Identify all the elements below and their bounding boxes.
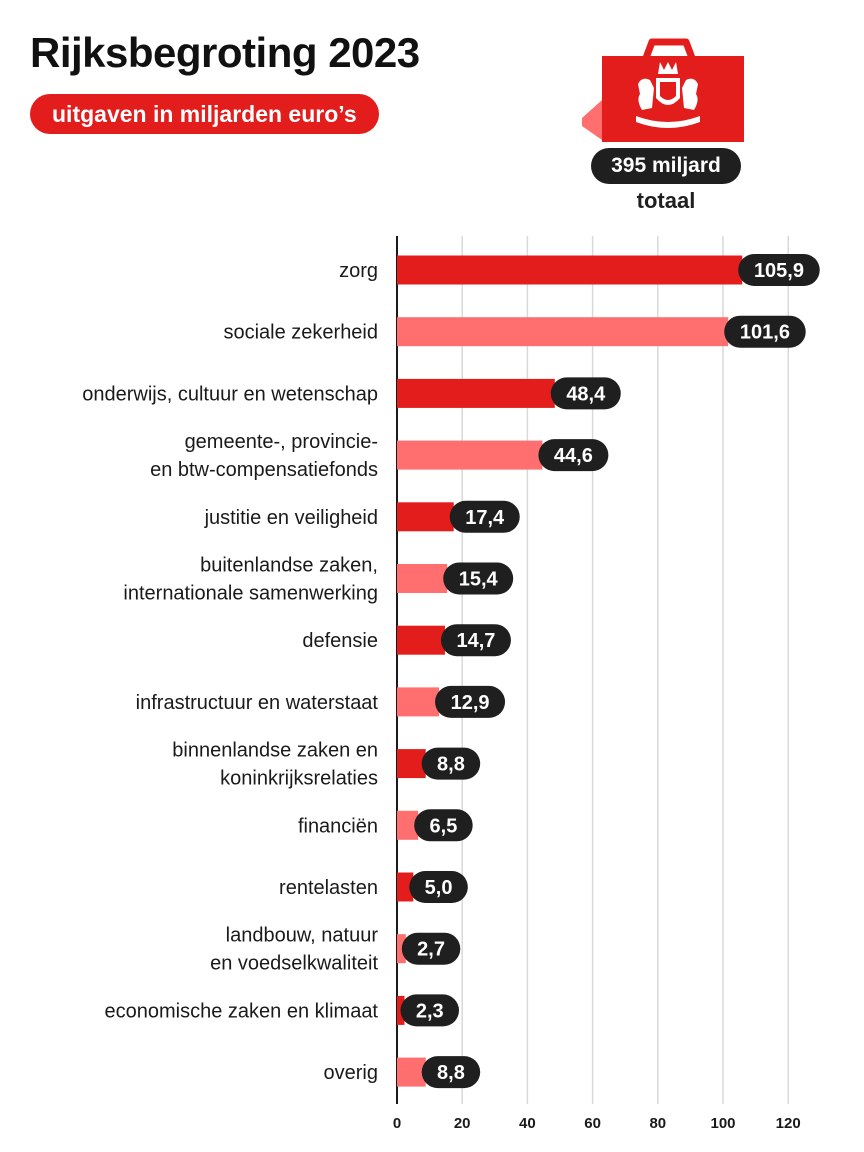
value-pill: [550, 377, 621, 410]
category-label: sociale zekerheid: [223, 322, 378, 344]
data-label: 2,7: [417, 939, 445, 961]
category-label: internationale samenwerking: [123, 583, 378, 605]
value-pill: [409, 871, 468, 903]
value-pill: [421, 1056, 481, 1089]
bar: [397, 378, 555, 408]
category-label: buitenlandse zaken,: [200, 555, 378, 577]
bar: [397, 934, 406, 964]
total-badge: 395 miljard totaal: [580, 36, 752, 216]
category-label: en voedselkwaliteit: [210, 953, 378, 975]
data-label: 8,8: [437, 754, 465, 776]
bar: [397, 502, 454, 532]
category-label: defensie: [302, 630, 378, 652]
data-label: 14,7: [456, 630, 495, 652]
category-label: financiën: [298, 815, 378, 837]
data-label: 48,4: [566, 383, 606, 405]
data-label: 12,9: [451, 692, 490, 714]
category-label: koninkrijksrelaties: [220, 768, 378, 790]
briefcase-icon: [582, 38, 744, 142]
data-label: 105,9: [754, 260, 804, 282]
value-pill: [440, 624, 511, 657]
data-label: 5,0: [425, 877, 453, 899]
category-label: zorg: [339, 260, 378, 282]
bar: [397, 440, 543, 470]
total-label: totaal: [636, 188, 696, 213]
bar: [397, 317, 729, 347]
value-pill: [435, 685, 506, 718]
category-label: gemeente-, provincie-: [185, 431, 378, 453]
data-label: 15,4: [459, 569, 499, 591]
bar: [397, 687, 440, 717]
x-tick-label: 100: [710, 1115, 735, 1132]
data-label: 2,3: [416, 1000, 444, 1022]
data-label: 6,5: [430, 815, 458, 837]
value-pill: [724, 315, 806, 348]
bar: [397, 255, 743, 285]
bar: [397, 810, 419, 840]
value-pill: [401, 932, 461, 965]
x-tick-label: 40: [519, 1115, 536, 1132]
category-label: landbouw, natuur: [226, 925, 379, 947]
data-label: 44,6: [554, 445, 593, 467]
value-pill: [538, 439, 609, 472]
bar: [397, 1057, 426, 1087]
category-label: justitie en veiligheid: [204, 507, 378, 529]
category-label: onderwijs, cultuur en wetenschap: [82, 383, 378, 405]
value-pill: [414, 809, 473, 842]
bar: [397, 625, 445, 655]
x-tick-label: 60: [584, 1115, 601, 1132]
bar: [397, 872, 414, 902]
category-label: overig: [324, 1062, 378, 1084]
category-label: infrastructuur en waterstaat: [136, 692, 379, 714]
total-value-pill: 395 miljard: [591, 148, 741, 184]
data-label: 8,8: [437, 1062, 465, 1084]
category-label: rentelasten: [279, 877, 378, 899]
chart-title: Rijksbegroting 2023: [30, 29, 420, 76]
data-label: 17,4: [465, 507, 505, 529]
category-label: en btw-compensatiefonds: [150, 459, 378, 481]
x-tick-label: 0: [393, 1115, 401, 1132]
bar: [397, 749, 426, 779]
category-label: binnenlandse zaken en: [172, 740, 378, 762]
value-pill: [421, 747, 481, 780]
value-pill: [449, 500, 520, 533]
x-tick-label: 80: [649, 1115, 666, 1132]
value-pill: [400, 994, 459, 1027]
value-pill: [443, 562, 514, 595]
x-tick-label: 120: [776, 1115, 801, 1132]
x-tick-label: 20: [454, 1115, 471, 1132]
category-label: economische zaken en klimaat: [105, 1000, 379, 1022]
chart-subtitle: uitgaven in miljarden euro’s: [30, 94, 379, 134]
bar: [397, 564, 448, 593]
data-label: 101,6: [740, 322, 790, 344]
value-pill: [738, 254, 820, 286]
